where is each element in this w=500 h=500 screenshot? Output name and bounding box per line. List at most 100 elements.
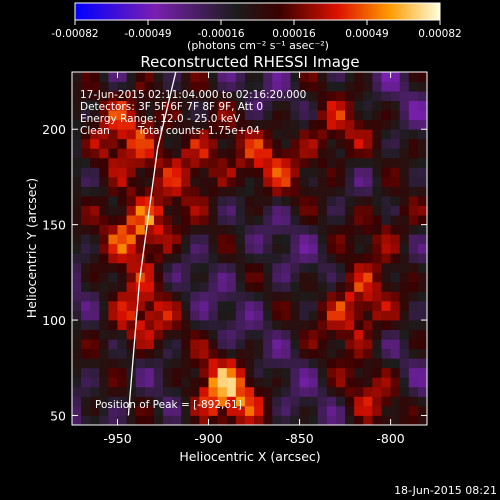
heatmap-cell <box>408 167 419 178</box>
heatmap-cell <box>354 167 364 178</box>
heatmap-cell <box>135 129 146 140</box>
heatmap-cell <box>163 119 173 130</box>
heatmap-cell <box>226 281 237 292</box>
heatmap-cell <box>381 176 391 187</box>
heatmap-cell <box>208 91 219 102</box>
heatmap-cell <box>272 167 282 178</box>
heatmap-cell <box>190 415 200 425</box>
heatmap-cell <box>226 234 237 245</box>
heatmap-cell <box>135 377 146 388</box>
heatmap-cell <box>190 205 200 216</box>
heatmap-cell <box>354 186 364 197</box>
heatmap-cell <box>254 348 264 359</box>
heatmap-cell <box>372 176 382 187</box>
heatmap-cell <box>335 339 346 350</box>
heatmap-cell <box>381 291 391 302</box>
heatmap-cell <box>326 367 337 378</box>
heatmap-cell <box>126 291 137 302</box>
heatmap-cell <box>381 205 391 216</box>
heatmap-cell <box>399 157 410 168</box>
heatmap-cell <box>308 396 319 407</box>
heatmap-cell <box>81 176 91 187</box>
heatmap-cell <box>72 196 82 206</box>
heatmap-cell <box>381 348 391 359</box>
heatmap-cell <box>308 339 319 350</box>
heatmap-cell <box>163 272 173 283</box>
heatmap-cell <box>263 329 273 340</box>
heatmap-cell <box>235 148 246 159</box>
heatmap-cell <box>417 196 427 206</box>
heatmap-cell <box>372 81 382 92</box>
heatmap-cell <box>263 310 273 321</box>
heatmap-cell <box>317 81 328 92</box>
heatmap-cell <box>99 243 109 254</box>
heatmap-cell <box>335 272 346 283</box>
heatmap-cell <box>408 253 419 264</box>
heatmap-cell <box>308 291 319 302</box>
heatmap-cell <box>135 253 146 264</box>
heatmap-cell <box>144 224 155 235</box>
heatmap-cell <box>381 100 391 111</box>
heatmap-cell <box>408 157 419 168</box>
heatmap-cell <box>345 100 355 111</box>
heatmap-cell <box>354 81 364 92</box>
heatmap-cell <box>244 138 255 149</box>
heatmap-cell <box>72 100 82 111</box>
heatmap-cell <box>226 138 237 149</box>
heatmap-cell <box>363 405 373 416</box>
heatmap-cell <box>163 310 173 321</box>
heatmap-cell <box>208 291 219 302</box>
heatmap-cell <box>199 243 209 254</box>
heatmap-cell <box>254 157 264 168</box>
heatmap-cell <box>190 72 200 82</box>
heatmap-cell <box>199 262 209 273</box>
heatmap-cell <box>172 148 182 159</box>
heatmap-cell <box>126 310 137 321</box>
heatmap-cell <box>263 300 273 311</box>
heatmap-cell <box>399 81 410 92</box>
heatmap-cell <box>363 310 373 321</box>
heatmap-cell <box>163 176 173 187</box>
heatmap-cell <box>153 329 164 340</box>
heatmap-cell <box>326 348 337 359</box>
annotation-line: Detectors: 3F 5F 6F 7F 8F 9F, Att 0 <box>80 101 263 113</box>
heatmap-cell <box>226 262 237 273</box>
heatmap-cell <box>190 186 200 197</box>
heatmap-cell <box>263 110 273 121</box>
heatmap-cell <box>81 396 91 407</box>
heatmap-cell <box>263 224 273 235</box>
heatmap-cell <box>335 186 346 197</box>
heatmap-cell <box>135 415 146 425</box>
heatmap-cell <box>90 339 100 350</box>
heatmap-cell <box>226 405 237 416</box>
heatmap-cell <box>181 272 191 283</box>
heatmap-cell <box>208 215 219 226</box>
heatmap-cell <box>326 234 337 245</box>
heatmap-cell <box>190 167 200 178</box>
heatmap-cell <box>208 320 219 330</box>
heatmap-cell <box>263 405 273 416</box>
heatmap-cell <box>326 81 337 92</box>
heatmap-cell <box>108 129 118 140</box>
heatmap-cell <box>117 110 128 121</box>
heatmap-cell <box>335 243 346 254</box>
heatmap-cell <box>199 377 209 388</box>
heatmap-cell <box>126 129 137 140</box>
heatmap-cell <box>408 129 419 140</box>
heatmap-cell <box>235 300 246 311</box>
heatmap-cell <box>72 367 82 378</box>
heatmap-cell <box>408 300 419 311</box>
heatmap-cell <box>244 176 255 187</box>
heatmap-cell <box>244 81 255 92</box>
heatmap-cell <box>208 119 219 130</box>
heatmap-cell <box>317 329 328 340</box>
heatmap-cell <box>217 81 228 92</box>
heatmap-cell <box>363 72 373 82</box>
heatmap-cell <box>417 176 427 187</box>
heatmap-cell <box>408 262 419 273</box>
heatmap-cell <box>326 377 337 388</box>
heatmap-cell <box>126 167 137 178</box>
heatmap-cell <box>108 300 118 311</box>
heatmap-cell <box>381 339 391 350</box>
